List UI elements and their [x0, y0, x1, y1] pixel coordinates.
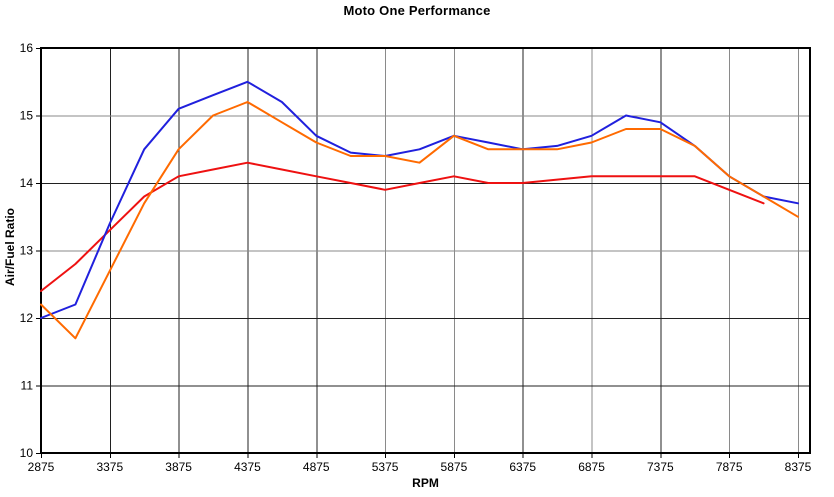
y-axis-title: Air/Fuel Ratio — [3, 207, 17, 287]
y-tick-label: 14 — [20, 176, 34, 190]
x-tick-label: 4375 — [234, 460, 261, 474]
series-line-run-red — [40, 161, 765, 292]
series-line-run-blue — [40, 80, 799, 319]
x-tick-label: 4875 — [303, 460, 330, 474]
x-tick-label: 2875 — [28, 460, 55, 474]
x-tick-label: 3875 — [165, 460, 192, 474]
x-tick-label: 7375 — [647, 460, 674, 474]
y-tick-label: 12 — [20, 311, 34, 325]
chart-title: Moto One Performance — [343, 3, 491, 18]
x-tick-label: 5875 — [441, 460, 468, 474]
series-line-run-orange — [40, 101, 799, 340]
x-tick-label: 8375 — [785, 460, 812, 474]
x-tick-label: 3375 — [96, 460, 123, 474]
y-tick-label: 16 — [20, 41, 34, 55]
y-tick-label: 15 — [20, 109, 34, 123]
x-tick-label: 6375 — [509, 460, 536, 474]
y-tick-label: 10 — [20, 446, 34, 460]
x-tick-label: 6875 — [578, 460, 605, 474]
x-axis-title: RPM — [412, 476, 439, 490]
y-tick-label: 11 — [21, 379, 34, 393]
x-tick-label: 5375 — [372, 460, 399, 474]
x-tick-label: 7875 — [716, 460, 743, 474]
y-tick-label: 13 — [20, 244, 34, 258]
